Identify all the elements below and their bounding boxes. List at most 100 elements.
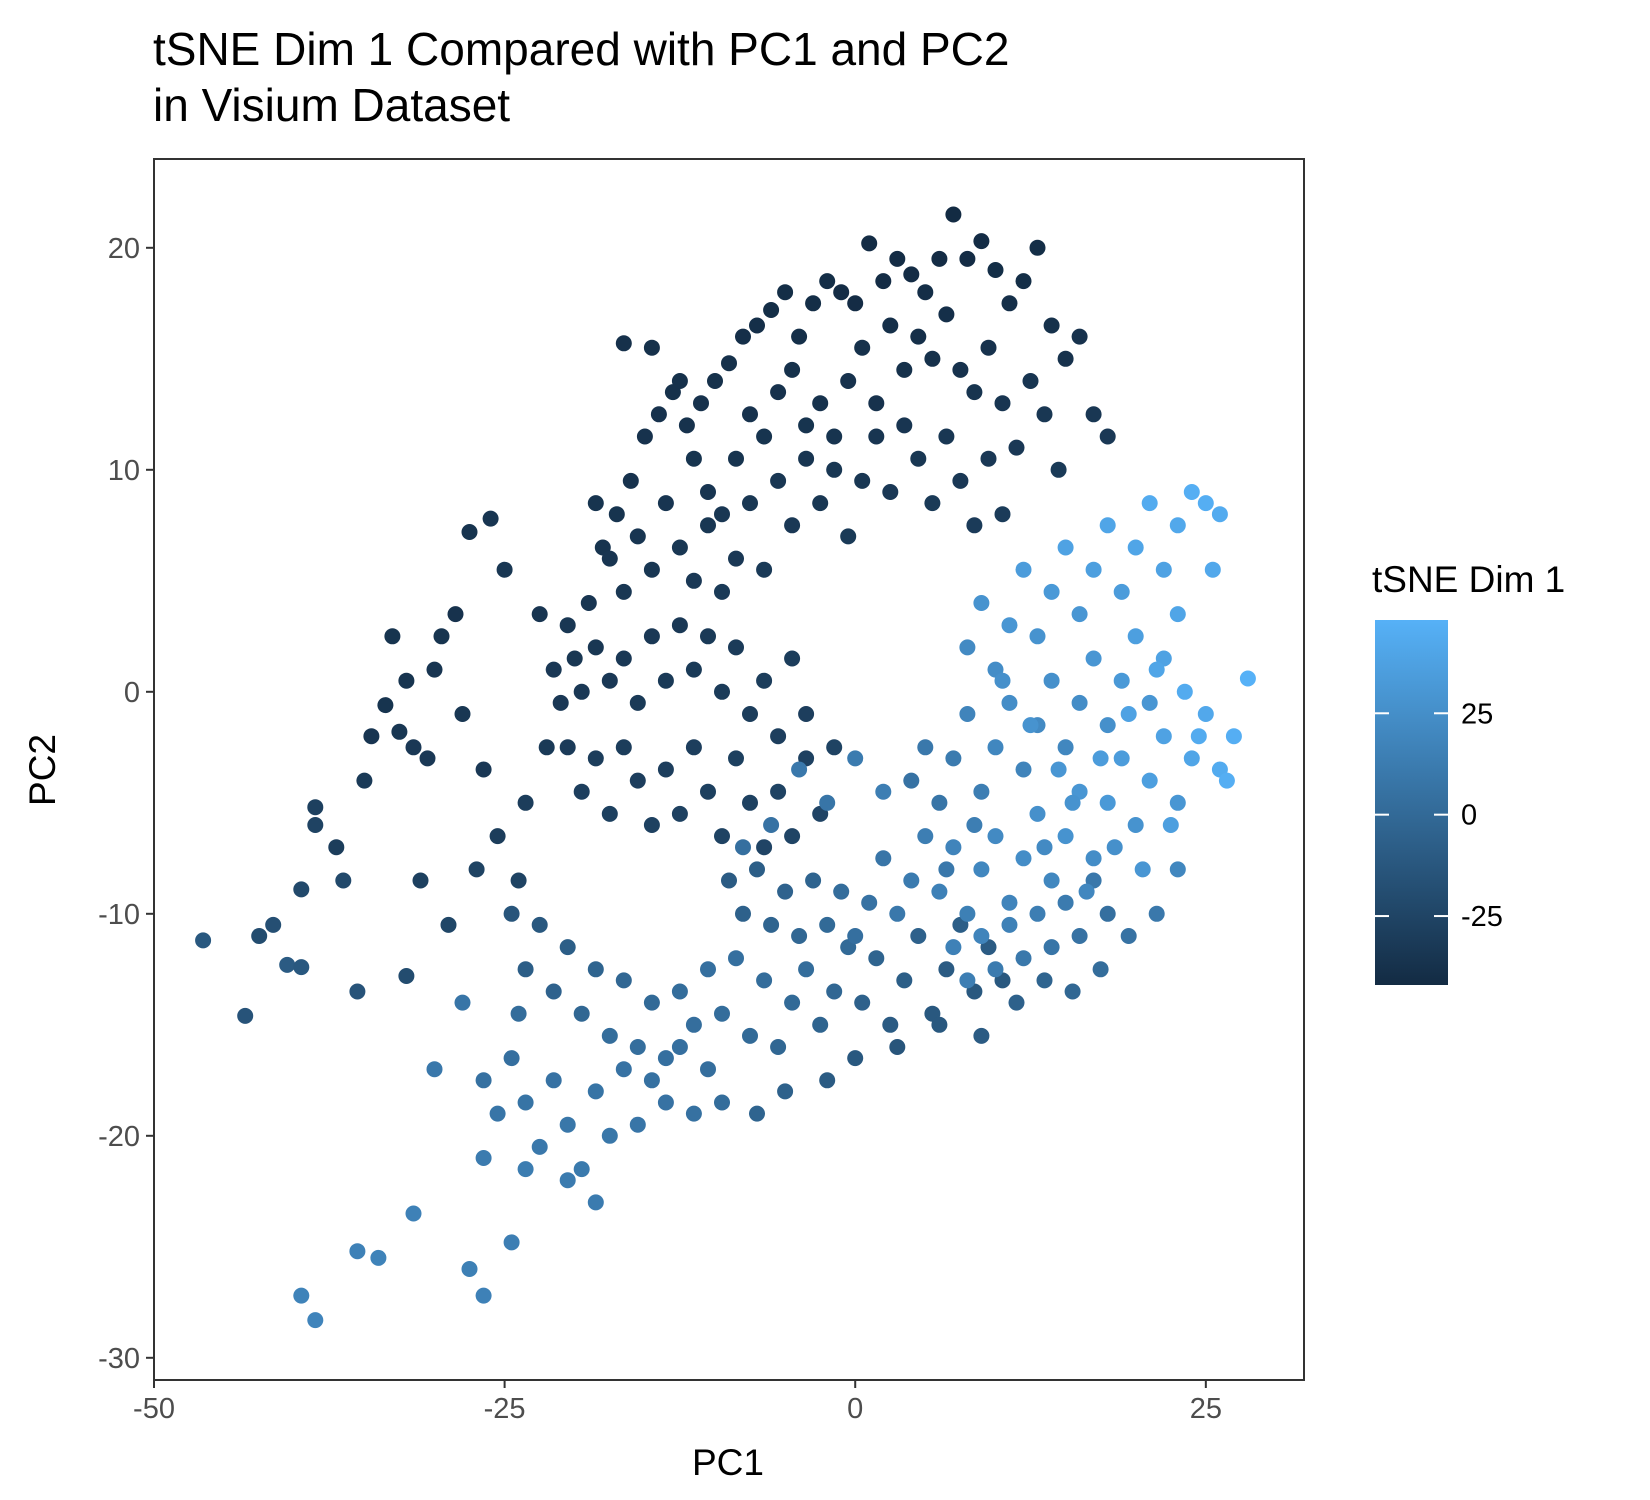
data-point: [1169, 606, 1186, 623]
data-point: [657, 1094, 674, 1111]
data-point: [454, 994, 471, 1011]
data-point: [1092, 961, 1109, 978]
data-point: [1057, 894, 1074, 911]
data-point: [973, 928, 990, 944]
data-point: [959, 905, 976, 922]
data-point: [398, 672, 415, 689]
data-point: [966, 384, 983, 401]
data-point: [1099, 717, 1116, 734]
plot-background: [154, 159, 1304, 1380]
data-point: [1141, 495, 1158, 512]
data-point: [784, 828, 801, 845]
data-point: [531, 916, 548, 933]
data-point: [643, 339, 660, 356]
data-point: [1022, 717, 1039, 734]
y-tick-label: -10: [98, 899, 140, 931]
data-point: [1029, 628, 1046, 645]
data-point: [945, 750, 962, 767]
data-point: [868, 428, 885, 445]
data-point: [293, 959, 310, 976]
data-point: [1029, 239, 1046, 256]
data-point: [1134, 861, 1151, 878]
x-tick-label: 0: [847, 1393, 863, 1425]
data-point: [1127, 628, 1144, 645]
data-point: [363, 728, 380, 745]
data-point: [966, 817, 983, 833]
data-point: [987, 739, 1004, 756]
data-point: [896, 417, 913, 434]
plot-panel-border: [153, 158, 1305, 1381]
data-point: [826, 461, 843, 478]
data-point: [195, 932, 212, 949]
data-point: [587, 750, 604, 767]
data-point: [643, 994, 660, 1011]
data-point: [819, 273, 836, 290]
data-point: [735, 905, 751, 922]
legend-tick-label: -25: [1461, 901, 1503, 933]
data-point: [349, 983, 366, 1000]
data-point: [889, 250, 906, 267]
data-point: [1120, 928, 1137, 944]
data-point: [938, 428, 955, 445]
data-point: [657, 761, 674, 778]
data-point: [847, 1050, 864, 1067]
data-point: [566, 650, 583, 667]
data-point: [833, 883, 850, 900]
data-point: [945, 206, 962, 223]
data-point: [531, 1138, 548, 1155]
data-point: [959, 706, 976, 722]
data-point: [1169, 517, 1186, 534]
legend-tick-label: 0: [1461, 800, 1477, 832]
y-tick-label: 0: [124, 677, 140, 709]
data-point: [545, 1072, 562, 1089]
data-point: [1029, 905, 1046, 922]
data-point: [629, 694, 646, 711]
data-point: [1141, 772, 1158, 789]
data-point: [784, 517, 801, 534]
data-point: [601, 550, 618, 567]
data-point: [728, 950, 744, 967]
data-point: [1043, 939, 1060, 956]
data-point: [237, 1007, 254, 1024]
data-point: [1120, 706, 1137, 722]
data-point: [643, 1072, 660, 1089]
data-point: [412, 872, 429, 889]
data-point: [685, 1016, 702, 1033]
data-point: [517, 794, 534, 811]
data-point: [587, 495, 604, 512]
data-point: [791, 928, 808, 944]
data-point: [784, 361, 801, 378]
data-point: [791, 761, 808, 778]
data-point: [1183, 750, 1200, 767]
chart-subtitle: in Visium Dataset: [153, 79, 510, 131]
data-point: [1015, 561, 1032, 578]
data-point: [903, 266, 920, 283]
x-axis: -50 -25 0 25: [133, 1380, 1222, 1425]
data-point: [1001, 894, 1018, 911]
data-point: [714, 1005, 730, 1022]
x-tick-label: -25: [484, 1393, 526, 1425]
data-point: [461, 524, 478, 540]
data-point: [700, 1061, 716, 1078]
data-point: [601, 805, 618, 822]
data-point: [335, 872, 352, 889]
data-point: [819, 794, 836, 811]
data-point: [980, 450, 997, 467]
data-point: [903, 872, 920, 889]
data-point: [840, 528, 857, 545]
data-point: [1071, 694, 1088, 711]
data-point: [1036, 839, 1053, 856]
data-point: [629, 528, 646, 545]
data-point: [854, 472, 871, 489]
data-point: [1190, 728, 1207, 745]
data-point: [805, 295, 822, 312]
data-point: [587, 1083, 604, 1100]
data-point: [1239, 670, 1256, 687]
data-point: [657, 495, 674, 512]
data-point: [721, 872, 737, 889]
data-point: [700, 783, 716, 800]
y-axis-title: PC2: [22, 734, 63, 806]
data-point: [685, 1105, 702, 1122]
data-point: [608, 506, 625, 523]
data-point: [875, 850, 892, 867]
